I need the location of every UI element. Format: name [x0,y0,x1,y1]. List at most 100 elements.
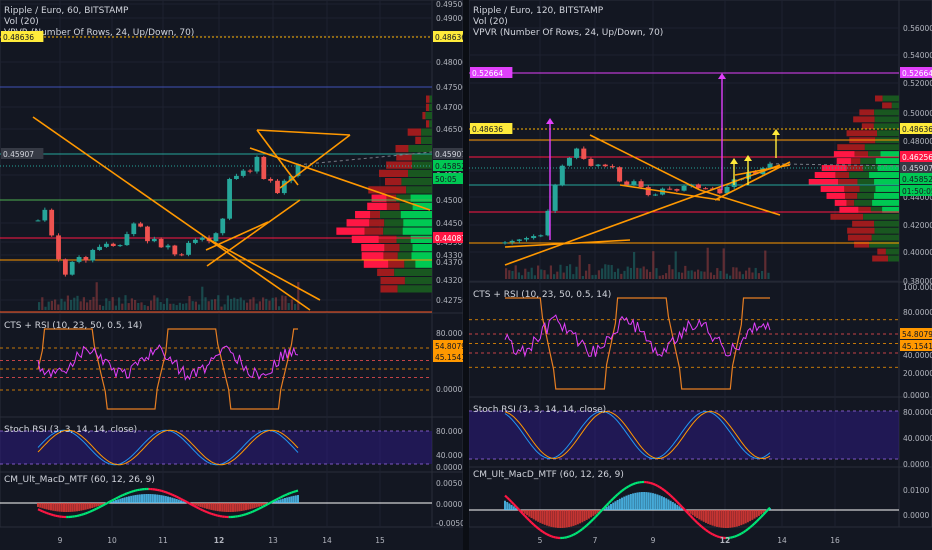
p0-volume-bar [130,298,133,310]
p0-vpvr-row-down [380,285,398,293]
p0-candle-body [49,209,55,236]
p0-volume-bar [54,299,57,310]
p0-volume-bar [105,298,108,310]
p0-price-badge [433,160,476,171]
p0-macd-line [96,506,100,510]
p1-volume-bar [681,272,684,279]
p0-macd-hist [236,503,239,512]
p1-volume-bar [514,265,517,279]
p0-macd-hist [258,503,260,507]
p0-volume-bar [178,302,181,310]
p1-macd-hist [713,510,716,527]
p1-volume-bar [636,267,639,279]
p1-macd-line [628,484,632,488]
p1-volume-bar [575,266,578,279]
p0-macd-line [206,511,210,515]
p1-macd-line [506,496,511,501]
p1-vpvr-row-down [853,116,875,123]
p0-rsi-badge [433,340,467,351]
p0-macd-hist [223,503,226,512]
p1-macd-line [572,532,577,536]
p1-macd-line [590,518,595,523]
p0-macd-line [81,513,84,516]
p0-candle-body [83,257,89,261]
p1-rsi-tick: 0.0000 [903,391,929,400]
p0-volume-bar [121,303,124,310]
p1-macd-line [612,495,617,500]
p1-macd-hist [665,498,668,510]
p0-x-tick: 12 [214,536,224,545]
p0-macd-hist [279,499,282,503]
p0-macd-hist [180,500,182,503]
p1-volume-bar [511,270,514,279]
p0-vpvr-poc-up [415,260,432,268]
p0-macd-hist [97,503,100,506]
p0-rsi-badge-text: 45.1541 [435,353,466,362]
p1-macd-hist [528,510,531,517]
p1-volume-bar [508,270,511,279]
p0-volume-bar [268,300,271,310]
p0-macd-hist [201,503,204,508]
p1-x-tick: 7 [593,536,598,545]
p0-macd-hist [164,496,167,503]
p1-macd-hist [651,493,654,510]
p0-macd-hist [58,503,61,512]
p1-price-tick: 0.42000 [903,221,932,230]
p1-macd-line [665,490,670,495]
p0-vpvr-row-down [395,145,409,153]
p1-macd-hist [676,504,679,510]
p1-macd-hist [627,494,630,510]
p1-trendline [714,161,791,201]
p0-macd-line [83,512,87,516]
p0-price-badge-text: 0.45852 [435,162,466,171]
p1-vpvr-row-down [861,123,874,130]
p0-vpvr-poc-down [371,194,387,202]
p0-price-tick: 0.47000 [436,103,467,112]
p1-trendline [589,134,701,191]
p1-macd-line [683,508,687,513]
p1-macd-hist [545,510,548,526]
p0-macd-hist [78,503,81,511]
p1-macd-hist [548,510,551,527]
p0-trendline [256,129,299,186]
p0-volume-bar [242,300,245,310]
p0-macd-line [184,500,189,504]
p0-macd-line [186,501,191,505]
p1-macd-line [566,535,570,539]
p1-macd-line [667,492,672,497]
p1-vpvr-row-down [830,213,864,220]
p0-volume-bar [210,299,213,310]
p0-macd-line [133,489,136,493]
p1-macd-hist [746,510,749,523]
p1-price-badge [900,173,932,184]
p0-vpvr-row-up [408,145,432,153]
p0-macd-line [282,494,286,498]
p1-macd-line [674,498,679,503]
p1-volume-bar [533,275,536,279]
p1-rsi-tick: 100.0000 [903,283,932,292]
p0-volume-bar [246,302,249,310]
p0-volume-bar [41,297,44,310]
p0-macd-line [113,497,117,501]
p1-macd-hist [733,510,736,528]
p1-volume-bar [751,272,754,279]
p0-vpvr-row-up [429,103,432,111]
p1-macd-hist [729,510,732,528]
p0-macd-hist [37,503,39,507]
p0-price-badge [433,31,476,42]
p0-vpvr-row-up [429,120,432,128]
p0-macd-line [189,502,193,506]
p1-volume-bar [559,264,562,279]
p1-volume-bar [677,272,680,279]
p0-macd-line [108,499,113,503]
p1-macd-line [753,520,758,525]
p1-macd-hist [718,510,721,528]
p1-vpvr-row-down [859,109,875,116]
p1-x-tick: 12 [720,536,730,545]
p0-volume-bar [127,303,130,310]
p0-macd-line [130,490,134,493]
p1-macd-line [766,506,771,511]
p1-price-badge-text: 0.52664 [902,69,932,78]
p1-volume-bar [604,264,607,279]
p0-macd-line [44,511,48,515]
